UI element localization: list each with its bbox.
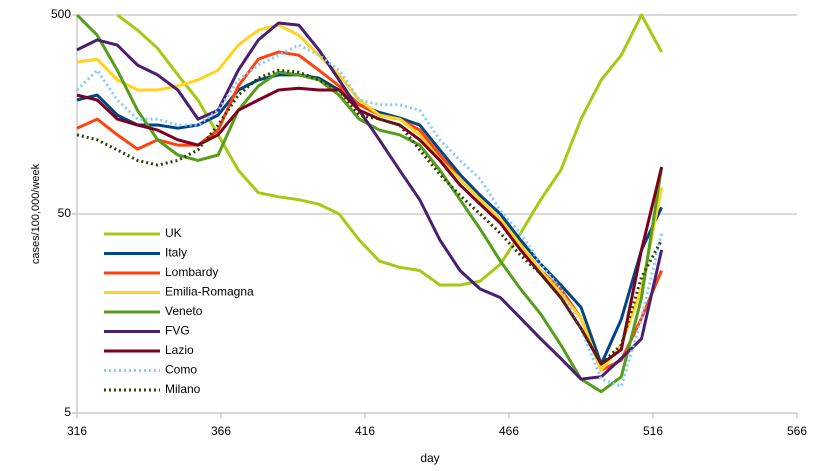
y-tick-label: 50 [58,206,72,220]
series-line [76,50,663,372]
legend-label: Emilia-Romagna [165,285,254,299]
legend-label: Lombardy [165,265,218,279]
legend-label: Milano [165,382,201,396]
x-tick-label: 416 [355,424,375,438]
legend-label: Como [165,363,197,377]
y-tick-label: 500 [51,7,71,21]
legend-label: UK [165,226,182,240]
x-tick-label: 566 [787,424,807,438]
x-tick-label: 516 [643,424,663,438]
legend-label: Veneto [165,304,203,318]
x-tick-label: 466 [499,424,519,438]
legend-label: Lazio [165,343,194,357]
series-line [75,43,664,388]
series-line [76,86,664,366]
x-tick-label: 316 [67,424,87,438]
y-axis-label: cases/100,000/week [30,163,42,264]
legend-label: FVG [165,324,190,338]
x-axis-label: day [420,451,439,465]
y-tick-label: 5 [64,405,71,419]
series-line [76,21,664,381]
x-tick-label: 366 [211,424,231,438]
legend-label: Italy [165,246,187,260]
